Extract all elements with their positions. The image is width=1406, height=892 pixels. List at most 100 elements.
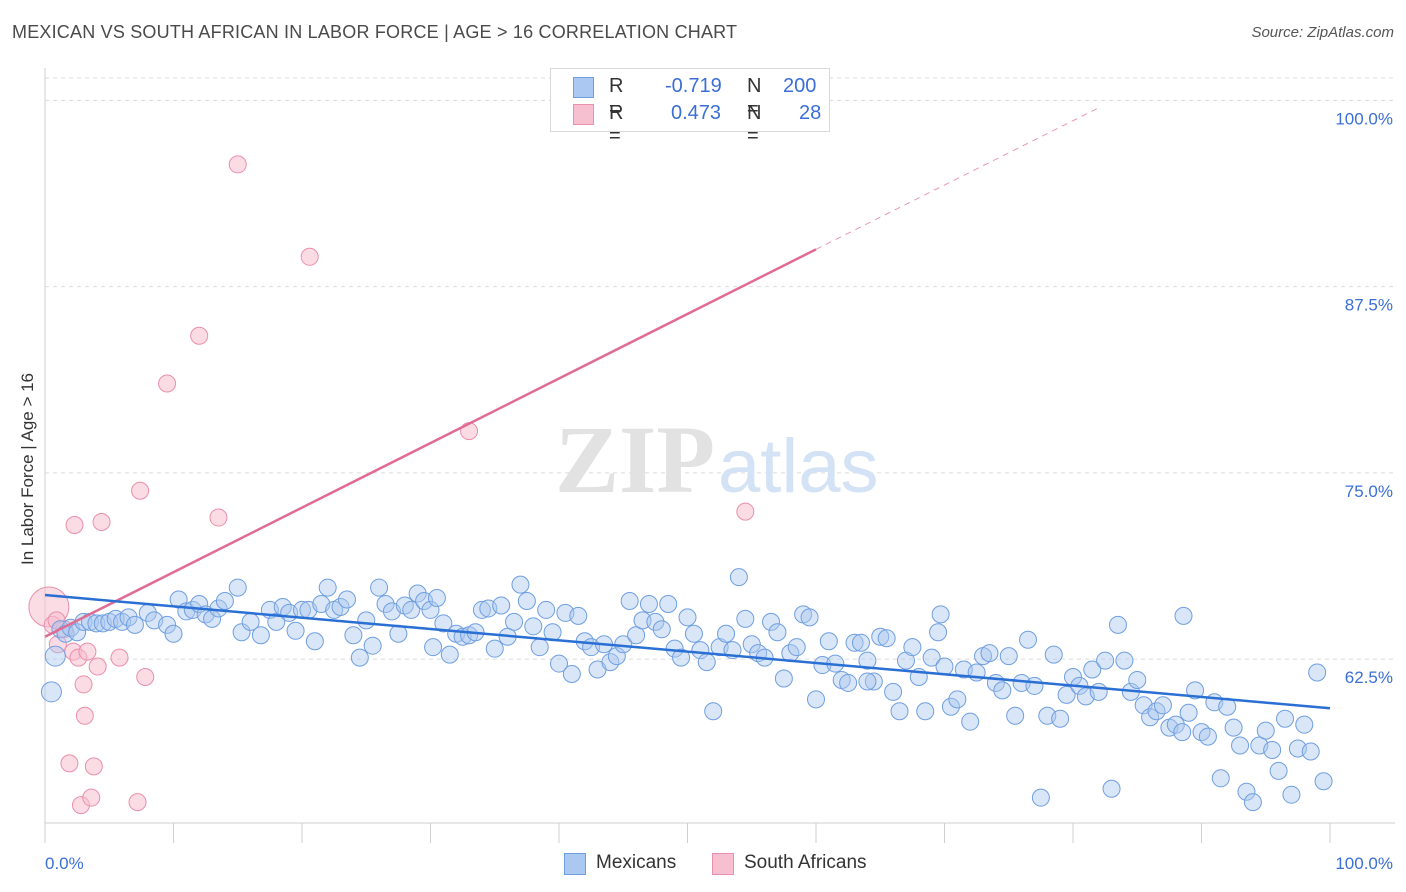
south-african-point: [228, 155, 247, 174]
mexican-point: [1256, 721, 1275, 740]
south-africans-trend-line: [44, 248, 817, 638]
mexican-point: [877, 629, 896, 648]
mexican-point: [286, 621, 305, 640]
mexican-point: [1044, 645, 1063, 664]
mexican-point: [1128, 670, 1147, 689]
bottom-legend-swatch-mexicans: [564, 853, 586, 875]
mexican-point: [1276, 709, 1295, 728]
mexican-point: [1006, 706, 1025, 725]
mexican-point: [569, 606, 588, 625]
mexican-point: [1115, 651, 1134, 670]
mexican-point: [871, 627, 890, 646]
south-african-point: [82, 788, 101, 807]
mexican-point: [652, 620, 671, 639]
mexican-point: [633, 611, 652, 630]
mexican-point: [890, 702, 909, 721]
watermark-atlas: atlas: [718, 424, 879, 509]
mexican-point: [672, 648, 691, 667]
mexican-point: [1295, 715, 1314, 734]
mexican-point: [232, 623, 251, 642]
mexican-point: [485, 639, 504, 658]
mexican-point: [537, 600, 556, 619]
mexican-point: [659, 594, 678, 613]
y-tick-label: 75.0%: [1345, 482, 1393, 501]
mexican-point: [948, 690, 967, 709]
mexican-point: [530, 638, 549, 657]
mexican-point: [1301, 742, 1320, 761]
south-african-point: [92, 513, 111, 532]
mexican-point: [68, 623, 87, 642]
mexican-point: [851, 633, 870, 652]
chart-title: MEXICAN VS SOUTH AFRICAN IN LABOR FORCE …: [12, 22, 738, 42]
mexican-point: [993, 681, 1012, 700]
mexican-point: [762, 612, 781, 631]
mexican-point: [1102, 779, 1121, 798]
tick-labels: 62.5% 75.0% 87.5% 100.0% 0.0% 100.0%: [45, 109, 1393, 873]
mexican-point: [1243, 793, 1262, 812]
south-africans-trend-extension: [815, 107, 1099, 250]
mexican-point: [697, 653, 716, 672]
mexican-point: [1108, 615, 1127, 634]
legend-r-value: 0.473: [671, 102, 722, 124]
mexican-point: [1263, 740, 1282, 759]
mexican-point: [717, 624, 736, 643]
mexican-point: [215, 591, 234, 610]
mexican-point: [1019, 630, 1038, 649]
mexican-point: [337, 590, 356, 609]
mexican-point: [620, 591, 639, 610]
mexican-point: [511, 575, 530, 594]
correlation-legend: R = -0.719 N = 200 R = 0.473 N = 28: [550, 68, 830, 147]
south-african-point: [47, 611, 66, 630]
y-tick-label: 87.5%: [1345, 296, 1393, 315]
mexican-point: [787, 638, 806, 657]
mexican-point: [305, 632, 324, 651]
south-african-point: [736, 502, 755, 521]
mexican-point: [736, 609, 755, 628]
mexican-point: [768, 623, 787, 642]
mexican-point: [819, 632, 838, 651]
mexican-point: [999, 647, 1018, 666]
mexican-point: [800, 608, 819, 627]
mexican-point: [922, 648, 941, 667]
y-axis-title: In Labor Force | Age > 16: [18, 372, 37, 565]
mexican-point: [1173, 723, 1192, 742]
mexicans-points: [40, 568, 1333, 812]
mexican-point: [228, 578, 247, 597]
mexican-point: [119, 608, 138, 627]
trend-lines: [44, 107, 1331, 710]
mexican-point: [318, 578, 337, 597]
x-tick-label-max: 100.0%: [1335, 854, 1393, 873]
zipatlas-watermark: ZIP atlas: [555, 406, 879, 513]
south-african-point: [65, 516, 84, 534]
south-african-point: [75, 706, 94, 725]
mexican-point: [1083, 660, 1102, 679]
mexican-point: [44, 645, 66, 667]
south-african-point: [84, 757, 103, 776]
mexican-point: [931, 605, 950, 624]
x-tick-label-min: 0.0%: [45, 854, 84, 873]
legend-swatch-south-africans: [573, 104, 594, 125]
legend-swatch-mexicans: [573, 77, 594, 98]
mexican-point: [1089, 682, 1108, 701]
south-african-point: [190, 326, 209, 345]
south-african-point: [158, 374, 177, 393]
south-african-point: [78, 642, 97, 661]
mexican-point: [980, 644, 999, 663]
south-african-point: [136, 667, 155, 686]
mexican-point: [267, 612, 286, 631]
mexican-point: [1179, 703, 1198, 722]
mexican-point: [505, 612, 524, 631]
mexican-point: [845, 633, 864, 652]
mexican-point: [627, 626, 646, 645]
legend-n-value: 28: [799, 102, 822, 124]
mexican-point: [562, 665, 581, 683]
mexican-point: [935, 657, 954, 676]
y-tick-label: 100.0%: [1335, 109, 1393, 128]
mexican-point: [961, 712, 980, 731]
mexicans-trend-line: [44, 593, 1331, 710]
mexican-point: [402, 600, 421, 619]
gridlines: [45, 77, 1395, 660]
bottom-legend-label-mexicans: Mexicans: [596, 852, 677, 873]
mexican-point: [646, 612, 665, 631]
mexican-point: [1166, 715, 1185, 734]
